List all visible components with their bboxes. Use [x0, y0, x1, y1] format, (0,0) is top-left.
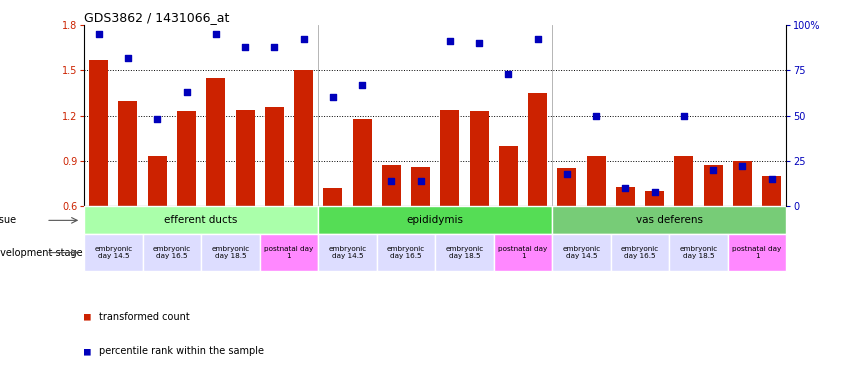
- Point: [414, 178, 427, 184]
- Text: embryonic
day 18.5: embryonic day 18.5: [680, 246, 717, 259]
- Point: [648, 189, 661, 195]
- Point: [121, 55, 135, 61]
- Text: vas deferens: vas deferens: [636, 215, 703, 225]
- Text: embryonic
day 18.5: embryonic day 18.5: [446, 246, 484, 259]
- Text: tissue: tissue: [0, 215, 17, 225]
- Point: [706, 167, 720, 173]
- Bar: [674, 156, 694, 206]
- Point: [619, 185, 632, 191]
- Text: development stage: development stage: [0, 248, 82, 258]
- Bar: [733, 161, 752, 206]
- Text: postnatal day
1: postnatal day 1: [264, 246, 314, 259]
- Text: GDS3862 / 1431066_at: GDS3862 / 1431066_at: [84, 11, 230, 24]
- Text: embryonic
day 14.5: embryonic day 14.5: [328, 246, 367, 259]
- Point: [501, 71, 515, 77]
- Text: embryonic
day 14.5: embryonic day 14.5: [94, 246, 133, 259]
- Point: [180, 89, 193, 95]
- Bar: [558, 169, 576, 206]
- Bar: [206, 78, 225, 206]
- Bar: [235, 109, 255, 206]
- Bar: [669, 235, 727, 271]
- Bar: [377, 235, 436, 271]
- Text: ■: ■: [84, 312, 98, 322]
- Bar: [441, 109, 459, 206]
- Bar: [611, 235, 669, 271]
- Point: [736, 163, 749, 169]
- Bar: [323, 188, 342, 206]
- Text: embryonic
day 18.5: embryonic day 18.5: [211, 246, 250, 259]
- Text: efferent ducts: efferent ducts: [165, 215, 238, 225]
- Text: embryonic
day 16.5: embryonic day 16.5: [387, 246, 425, 259]
- Bar: [84, 235, 143, 271]
- Bar: [382, 166, 401, 206]
- Point: [209, 31, 223, 37]
- Bar: [727, 235, 786, 271]
- Text: epididymis: epididymis: [407, 215, 463, 225]
- Point: [765, 176, 779, 182]
- Bar: [260, 235, 318, 271]
- Bar: [553, 206, 786, 235]
- Point: [443, 38, 457, 44]
- Bar: [494, 235, 553, 271]
- Bar: [294, 70, 313, 206]
- Point: [92, 31, 105, 37]
- Text: ■: ■: [84, 346, 98, 356]
- Bar: [616, 187, 635, 206]
- Point: [560, 170, 574, 177]
- Point: [238, 44, 251, 50]
- Text: embryonic
day 14.5: embryonic day 14.5: [563, 246, 600, 259]
- Text: percentile rank within the sample: percentile rank within the sample: [99, 346, 264, 356]
- Bar: [762, 176, 781, 206]
- Text: transformed count: transformed count: [99, 312, 190, 322]
- Bar: [265, 106, 283, 206]
- Text: embryonic
day 16.5: embryonic day 16.5: [153, 246, 191, 259]
- Bar: [528, 93, 547, 206]
- Bar: [318, 235, 377, 271]
- Bar: [143, 235, 201, 271]
- Point: [590, 113, 603, 119]
- Bar: [704, 166, 722, 206]
- Bar: [469, 111, 489, 206]
- Point: [267, 44, 281, 50]
- Bar: [148, 156, 167, 206]
- Bar: [352, 119, 372, 206]
- Point: [151, 116, 164, 122]
- Point: [473, 40, 486, 46]
- Bar: [436, 235, 494, 271]
- Point: [326, 94, 340, 101]
- Bar: [119, 101, 137, 206]
- Bar: [318, 206, 553, 235]
- Bar: [84, 206, 318, 235]
- Point: [677, 113, 690, 119]
- Text: postnatal day
1: postnatal day 1: [499, 246, 547, 259]
- Point: [297, 36, 310, 43]
- Text: postnatal day
1: postnatal day 1: [733, 246, 781, 259]
- Bar: [177, 111, 196, 206]
- Text: embryonic
day 16.5: embryonic day 16.5: [621, 246, 659, 259]
- Point: [356, 82, 369, 88]
- Bar: [89, 60, 108, 206]
- Bar: [411, 167, 430, 206]
- Point: [384, 178, 398, 184]
- Bar: [201, 235, 260, 271]
- Bar: [645, 191, 664, 206]
- Bar: [587, 156, 606, 206]
- Point: [531, 36, 544, 43]
- Bar: [553, 235, 611, 271]
- Bar: [499, 146, 518, 206]
